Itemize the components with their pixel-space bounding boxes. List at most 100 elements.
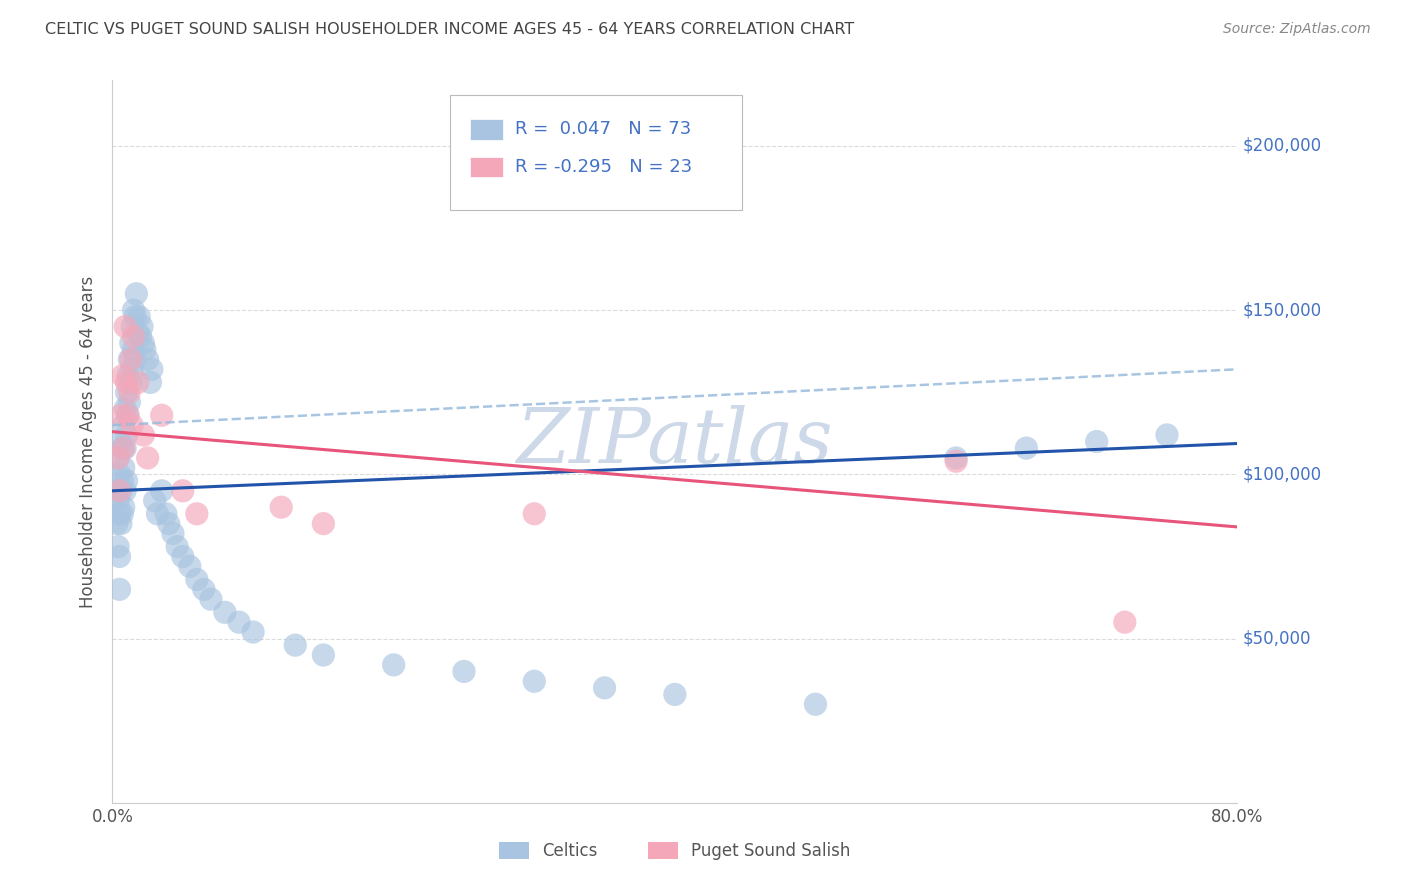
Text: ZIPatlas: ZIPatlas [516,405,834,478]
Point [214,605,236,619]
Point [124,352,146,367]
Point [117,409,139,423]
Point [136,352,159,367]
Point [155,507,177,521]
Point [115,428,138,442]
Text: R =  0.047   N = 73: R = 0.047 N = 73 [515,120,692,138]
Point [382,657,405,672]
Point [114,441,136,455]
Point [131,319,153,334]
Point [1085,434,1108,449]
Point [228,615,250,630]
Point [593,681,616,695]
Point [110,516,132,531]
Point [157,516,180,531]
Point [120,376,142,390]
Point [117,409,139,423]
Point [200,592,222,607]
Text: Source: ZipAtlas.com: Source: ZipAtlas.com [1223,22,1371,37]
Point [284,638,307,652]
Point [108,483,131,498]
Point [179,559,201,574]
Point [186,507,208,521]
Point [118,395,141,409]
Point [120,352,142,367]
Point [804,698,827,712]
Legend: Celtics, Puget Sound Salish: Celtics, Puget Sound Salish [492,835,858,867]
Point [115,385,138,400]
Point [125,286,148,301]
Y-axis label: Householder Income Ages 45 - 64 years: Householder Income Ages 45 - 64 years [79,276,97,607]
Point [107,540,129,554]
Point [128,310,150,324]
Point [139,376,162,390]
Point [122,343,145,357]
FancyBboxPatch shape [470,156,503,178]
Point [107,493,129,508]
Point [1015,441,1038,455]
Text: CELTIC VS PUGET SOUND SALISH HOUSEHOLDER INCOME AGES 45 - 64 YEARS CORRELATION C: CELTIC VS PUGET SOUND SALISH HOUSEHOLDER… [45,22,855,37]
Point [523,507,546,521]
Point [115,474,138,488]
Text: R = -0.295   N = 23: R = -0.295 N = 23 [515,158,692,176]
Point [110,483,132,498]
Point [1156,428,1178,442]
Point [132,336,155,351]
Point [112,418,135,433]
Point [111,441,134,455]
Point [172,549,194,564]
Point [107,450,129,465]
Point [124,310,146,324]
Point [242,625,264,640]
Point [121,319,143,334]
Point [186,573,208,587]
Point [111,474,134,488]
Point [120,336,142,351]
Point [114,483,136,498]
Point [111,368,134,383]
Point [312,648,335,662]
Point [312,516,335,531]
Point [117,368,139,383]
Point [146,507,169,521]
Point [172,483,194,498]
Point [111,507,134,521]
Point [108,549,131,564]
Point [112,500,135,515]
Point [114,319,136,334]
Point [114,401,136,416]
Point [143,493,166,508]
Point [127,376,149,390]
Text: $50,000: $50,000 [1243,630,1312,648]
FancyBboxPatch shape [470,119,503,140]
Point [121,418,143,433]
Text: $200,000: $200,000 [1243,137,1322,155]
Point [105,516,128,531]
Point [122,329,145,343]
Point [105,483,128,498]
Point [127,326,149,341]
Point [945,450,967,465]
Point [108,507,131,521]
Point [945,454,967,468]
Point [523,674,546,689]
Point [136,450,159,465]
Point [270,500,292,515]
Point [108,467,131,482]
Point [110,409,132,423]
Point [129,329,152,343]
FancyBboxPatch shape [450,95,742,211]
Text: $100,000: $100,000 [1243,466,1322,483]
Text: $150,000: $150,000 [1243,301,1322,319]
Point [107,450,129,465]
Point [118,385,141,400]
Point [118,352,141,367]
Point [1114,615,1136,630]
Point [150,409,173,423]
Point [132,428,155,442]
Point [141,362,163,376]
Point [108,582,131,597]
Point [150,483,173,498]
Point [110,434,132,449]
Point [115,376,138,390]
